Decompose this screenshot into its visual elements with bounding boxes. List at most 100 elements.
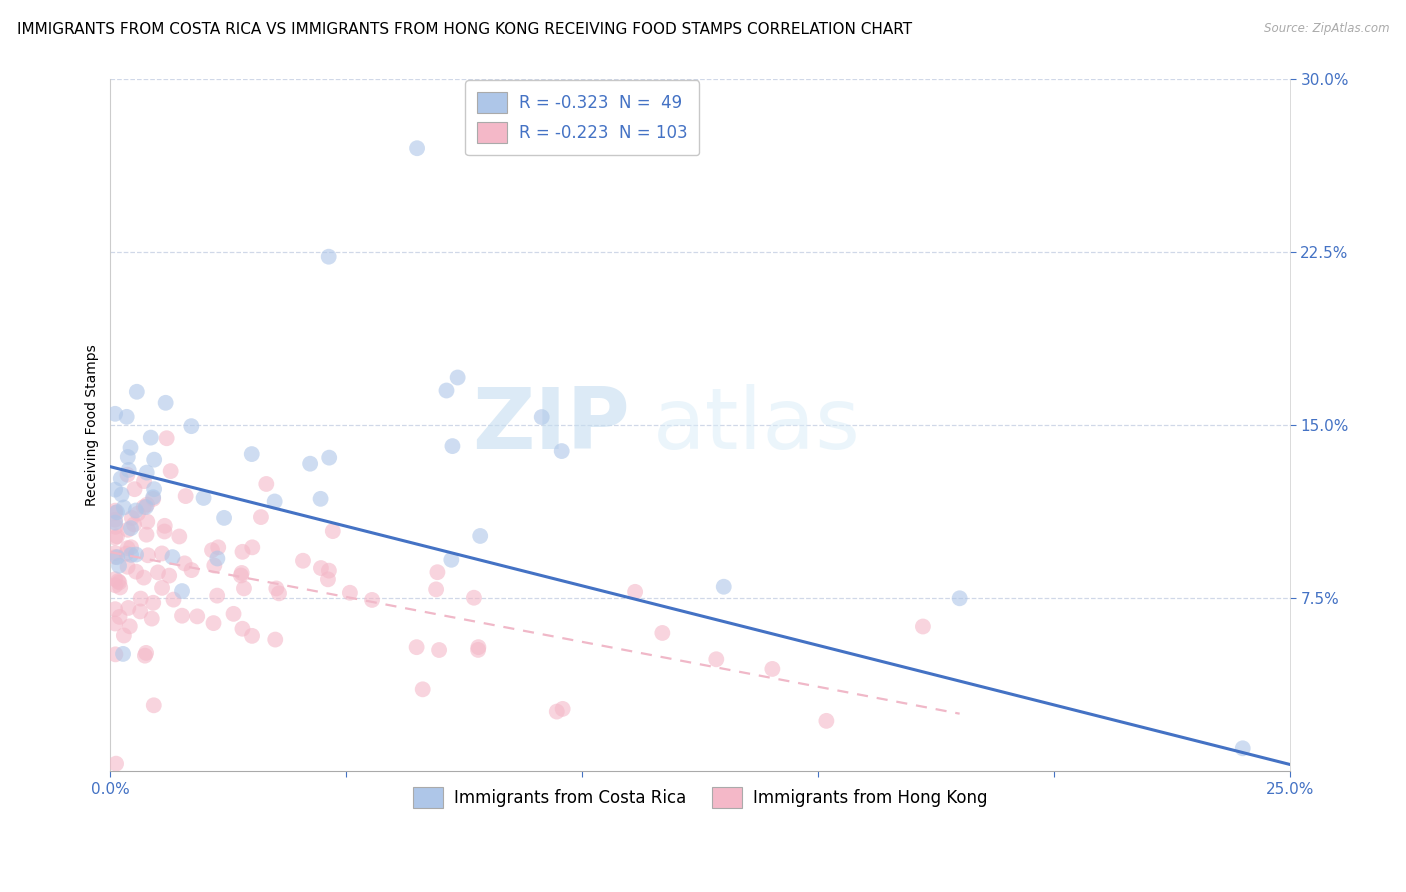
Point bbox=[212, 511, 235, 525]
Point bbox=[316, 572, 339, 586]
Point bbox=[201, 543, 224, 558]
Point bbox=[546, 705, 568, 719]
Point bbox=[146, 566, 169, 580]
Point bbox=[202, 616, 225, 631]
Point bbox=[142, 490, 165, 504]
Point bbox=[318, 450, 340, 465]
Point bbox=[104, 531, 127, 545]
Point bbox=[426, 565, 449, 579]
Point bbox=[115, 547, 138, 561]
Point bbox=[425, 582, 447, 597]
Point bbox=[267, 586, 290, 600]
Point bbox=[117, 467, 139, 482]
Point bbox=[112, 500, 135, 515]
Point bbox=[405, 640, 427, 655]
Point bbox=[624, 585, 647, 599]
Point bbox=[104, 602, 127, 616]
Point bbox=[122, 517, 145, 532]
Point bbox=[104, 546, 127, 560]
Point bbox=[132, 500, 155, 514]
Point bbox=[129, 591, 152, 606]
Point bbox=[135, 466, 157, 480]
Point bbox=[104, 503, 127, 517]
Point bbox=[186, 609, 208, 624]
Point bbox=[361, 593, 384, 607]
Point bbox=[125, 503, 148, 517]
Point bbox=[117, 523, 139, 537]
Point bbox=[104, 483, 127, 497]
Point bbox=[136, 515, 159, 529]
Point bbox=[207, 551, 229, 566]
Point bbox=[125, 565, 148, 579]
Point bbox=[264, 632, 287, 647]
Point bbox=[135, 500, 157, 514]
Point bbox=[104, 513, 127, 527]
Point bbox=[180, 419, 202, 434]
Point bbox=[110, 487, 132, 501]
Point bbox=[117, 601, 139, 615]
Point bbox=[156, 431, 179, 445]
Point bbox=[815, 714, 838, 728]
Point bbox=[107, 574, 129, 589]
Point bbox=[1232, 741, 1254, 756]
Text: ZIP: ZIP bbox=[471, 384, 630, 467]
Point bbox=[231, 545, 253, 559]
Point bbox=[141, 611, 163, 625]
Point bbox=[134, 648, 156, 663]
Point bbox=[318, 250, 340, 264]
Point bbox=[108, 575, 131, 590]
Point bbox=[104, 520, 127, 534]
Point bbox=[135, 646, 157, 660]
Point bbox=[309, 491, 332, 506]
Point bbox=[240, 541, 263, 555]
Point bbox=[142, 491, 165, 506]
Point bbox=[117, 559, 139, 574]
Point bbox=[139, 431, 162, 445]
Point bbox=[339, 586, 361, 600]
Text: Source: ZipAtlas.com: Source: ZipAtlas.com bbox=[1264, 22, 1389, 36]
Point bbox=[118, 463, 141, 477]
Point bbox=[143, 452, 166, 467]
Point bbox=[180, 563, 202, 577]
Point bbox=[108, 581, 131, 595]
Point bbox=[240, 629, 263, 643]
Point bbox=[155, 396, 177, 410]
Point bbox=[112, 647, 135, 661]
Point bbox=[240, 447, 263, 461]
Point bbox=[551, 444, 574, 458]
Point bbox=[174, 489, 197, 503]
Point bbox=[132, 474, 155, 488]
Point bbox=[949, 591, 972, 606]
Point bbox=[467, 643, 489, 657]
Point bbox=[142, 698, 165, 713]
Point bbox=[299, 457, 322, 471]
Point bbox=[291, 554, 314, 568]
Point bbox=[105, 505, 128, 519]
Point bbox=[170, 608, 193, 623]
Point bbox=[157, 568, 180, 582]
Point bbox=[193, 491, 215, 505]
Point bbox=[322, 524, 344, 538]
Point bbox=[162, 592, 184, 607]
Point bbox=[108, 610, 131, 624]
Point bbox=[231, 622, 253, 636]
Point bbox=[132, 571, 155, 585]
Point bbox=[170, 584, 193, 599]
Text: IMMIGRANTS FROM COSTA RICA VS IMMIGRANTS FROM HONG KONG RECEIVING FOOD STAMPS CO: IMMIGRANTS FROM COSTA RICA VS IMMIGRANTS… bbox=[17, 22, 912, 37]
Point bbox=[115, 409, 138, 424]
Point bbox=[412, 682, 434, 697]
Point bbox=[104, 648, 127, 662]
Point bbox=[207, 541, 229, 555]
Point bbox=[463, 591, 485, 605]
Point bbox=[136, 498, 159, 512]
Point bbox=[127, 507, 149, 521]
Point bbox=[250, 510, 273, 524]
Point bbox=[150, 581, 173, 595]
Point bbox=[105, 529, 128, 543]
Point bbox=[651, 626, 673, 640]
Point bbox=[436, 384, 458, 398]
Point bbox=[169, 529, 191, 543]
Point bbox=[125, 384, 148, 399]
Point bbox=[120, 441, 142, 455]
Point bbox=[117, 450, 139, 464]
